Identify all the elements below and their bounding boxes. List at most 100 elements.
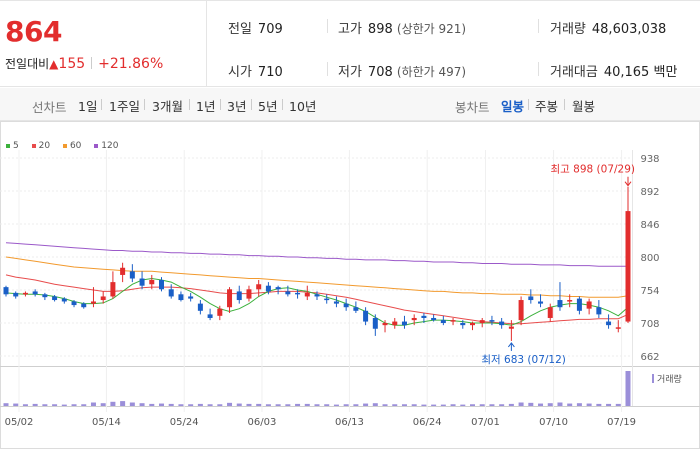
volume-legend-label: 거래량 bbox=[657, 373, 682, 385]
candle-body bbox=[110, 282, 116, 297]
divider bbox=[220, 99, 221, 110]
volume-bar bbox=[363, 403, 369, 406]
candle-body bbox=[304, 292, 310, 297]
legend-ma60: 60 bbox=[62, 141, 81, 151]
candle-body bbox=[333, 301, 339, 304]
volume-bar bbox=[197, 403, 203, 406]
volume-bar bbox=[265, 404, 271, 406]
prev-close-value: 709 bbox=[257, 22, 283, 37]
volume-bar bbox=[557, 402, 563, 406]
candle-body bbox=[61, 298, 67, 302]
candle-body bbox=[460, 323, 466, 326]
candle-body bbox=[450, 320, 456, 322]
volume-bar bbox=[178, 404, 184, 406]
volume-bar bbox=[52, 404, 58, 406]
candle-body bbox=[236, 291, 242, 301]
tab-1d[interactable]: 1일 bbox=[78, 99, 98, 114]
volume-bar bbox=[110, 401, 116, 406]
trade-amount: 거래대금 40,165 백만 bbox=[550, 61, 677, 80]
candle-body bbox=[499, 321, 505, 326]
volume-bar bbox=[236, 403, 242, 406]
volume-bar bbox=[217, 404, 223, 406]
volume-bar bbox=[207, 404, 213, 406]
candle-body bbox=[606, 321, 612, 326]
candle-body bbox=[401, 321, 407, 326]
open-label: 시가 bbox=[228, 65, 252, 80]
candle-body bbox=[275, 287, 281, 290]
candle-body bbox=[149, 279, 155, 285]
change-label: 전일대비 bbox=[5, 57, 50, 71]
legend-swatch bbox=[94, 143, 99, 148]
y-tick-label: 892 bbox=[640, 187, 659, 198]
tab-3m[interactable]: 3개월 bbox=[152, 99, 183, 114]
tab-1w[interactable]: 1주일 bbox=[109, 99, 140, 114]
volume-legend-swatch bbox=[652, 374, 654, 383]
tab-3y[interactable]: 3년 bbox=[227, 99, 247, 114]
candle-body bbox=[265, 285, 271, 292]
legend-swatch bbox=[62, 143, 67, 148]
volume-bar bbox=[440, 404, 446, 406]
legend-ma5: 5 bbox=[6, 141, 19, 151]
x-tick-label: 06/03 bbox=[248, 417, 277, 428]
tab-10y[interactable]: 10년 bbox=[289, 99, 317, 114]
candle-body bbox=[518, 300, 524, 321]
candle-body bbox=[528, 296, 534, 301]
high-value: 898 bbox=[367, 22, 393, 37]
tab-daily[interactable]: 일봉 bbox=[501, 99, 525, 114]
volume-bar bbox=[42, 404, 48, 406]
volume-bar bbox=[576, 403, 582, 406]
candle-body bbox=[178, 294, 184, 301]
volume-bar bbox=[518, 402, 524, 406]
candle-body bbox=[431, 317, 437, 321]
tab-1y[interactable]: 1년 bbox=[196, 99, 216, 114]
volume-bar bbox=[22, 404, 28, 406]
candle-body bbox=[3, 287, 9, 295]
volume-bar bbox=[246, 403, 252, 406]
candle-body bbox=[576, 298, 582, 311]
upper-limit: (상한가 921) bbox=[396, 22, 467, 36]
candle-chart-label: 봉차트 bbox=[455, 100, 490, 115]
volume-bar bbox=[188, 404, 194, 406]
x-tick-label: 05/24 bbox=[170, 417, 199, 428]
volume-bar bbox=[32, 403, 38, 406]
legend-swatch bbox=[31, 143, 36, 148]
volume-bar bbox=[149, 403, 155, 406]
candle-body bbox=[100, 296, 106, 301]
legend-ma120: 120 bbox=[94, 141, 118, 151]
candlestick-chart[interactable]: 938 892 846 800 754 708 662 05/02 05/14 05/24 06/0… bbox=[0, 121, 700, 450]
divider bbox=[251, 99, 252, 110]
candle-body bbox=[440, 320, 446, 323]
tab-5y[interactable]: 5년 bbox=[258, 99, 278, 114]
volume-bar bbox=[90, 402, 96, 406]
volume-bar bbox=[314, 404, 320, 406]
volume-bar bbox=[470, 404, 475, 406]
volume-bar bbox=[343, 404, 349, 406]
volume-bar bbox=[567, 403, 573, 406]
x-tick-label: 05/14 bbox=[92, 417, 121, 428]
candle-body bbox=[71, 301, 77, 306]
candle-body bbox=[32, 291, 38, 295]
volume-bar bbox=[81, 404, 87, 406]
divider bbox=[564, 99, 565, 110]
candle-body bbox=[615, 327, 621, 329]
volume-bar bbox=[392, 404, 398, 406]
volume-label: 거래량 bbox=[550, 22, 586, 37]
volume-bar bbox=[168, 403, 174, 406]
candle-body bbox=[372, 317, 378, 329]
volume-bar bbox=[61, 404, 67, 406]
volume-bar bbox=[100, 403, 106, 406]
tab-monthly[interactable]: 월봉 bbox=[572, 99, 596, 114]
volume-bar bbox=[401, 404, 407, 406]
current-price: 864 bbox=[5, 15, 62, 48]
volume-value: 48,603,038 bbox=[591, 22, 667, 37]
tab-weekly[interactable]: 주봉 bbox=[535, 99, 559, 114]
candle-body bbox=[489, 320, 495, 322]
max-arrow-head bbox=[624, 181, 632, 187]
candle-body bbox=[508, 326, 514, 329]
volume-bar bbox=[285, 404, 291, 406]
divider bbox=[282, 99, 283, 110]
volume-bar bbox=[489, 404, 495, 406]
low-price: 저가 708 (하한가 497) bbox=[338, 61, 466, 80]
volume-bar bbox=[431, 404, 437, 406]
